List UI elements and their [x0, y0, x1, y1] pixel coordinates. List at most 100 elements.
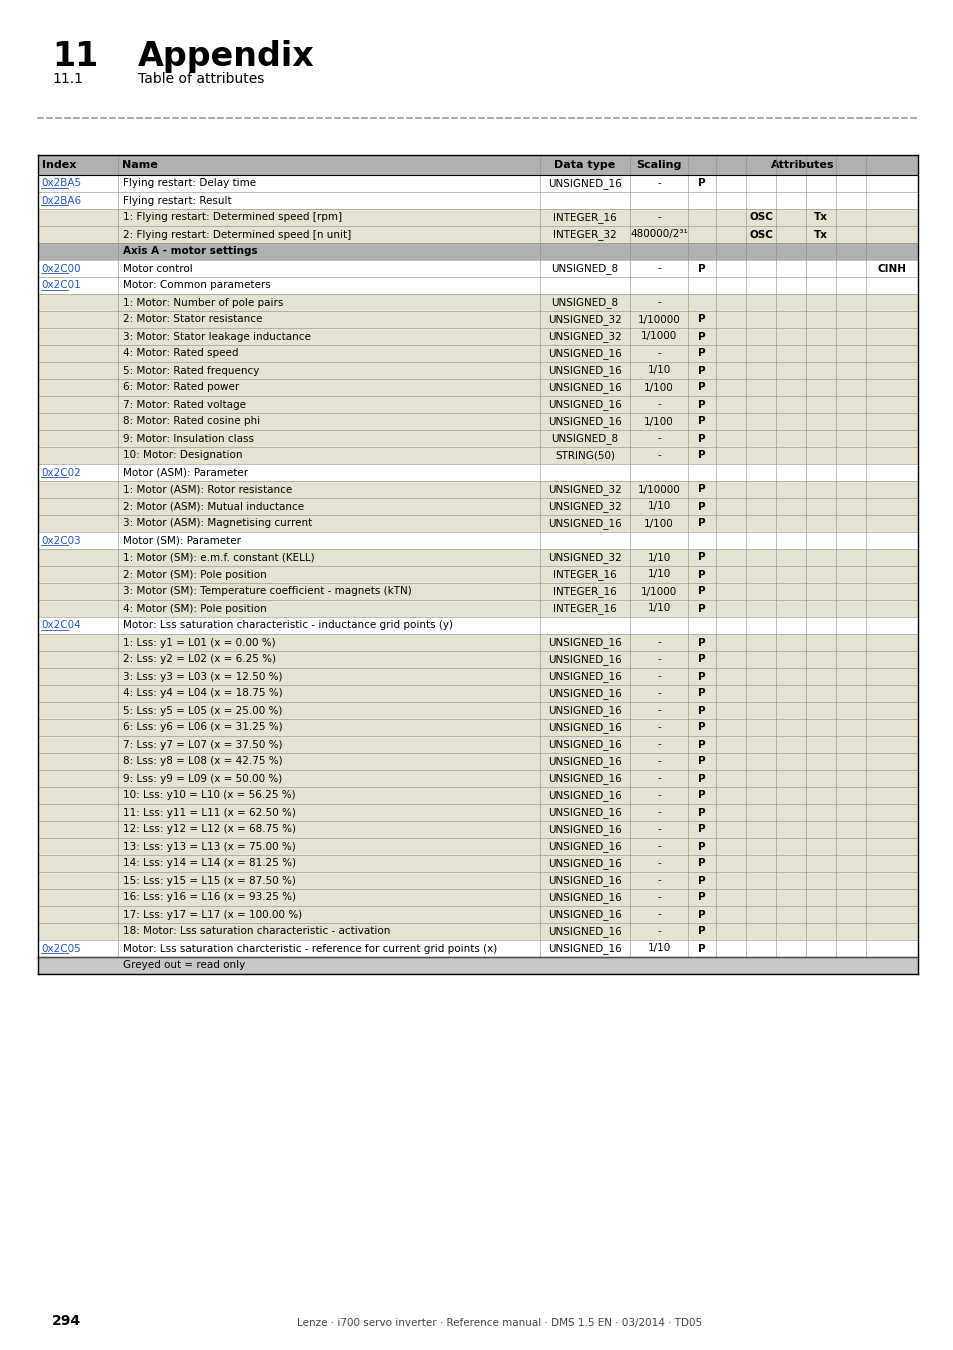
Text: 0x2C01: 0x2C01 [41, 281, 81, 290]
Text: 17: Lss: y17 = L17 (x = 100.00 %): 17: Lss: y17 = L17 (x = 100.00 %) [123, 910, 302, 919]
Text: -: - [657, 655, 660, 664]
Text: Motor control: Motor control [123, 263, 193, 274]
Text: 6: Motor: Rated power: 6: Motor: Rated power [123, 382, 239, 393]
Text: UNSIGNED_16: UNSIGNED_16 [548, 756, 621, 767]
Text: P: P [698, 315, 705, 324]
Text: 8: Lss: y8 = L08 (x = 42.75 %): 8: Lss: y8 = L08 (x = 42.75 %) [123, 756, 282, 767]
Text: -: - [657, 348, 660, 359]
Text: 4: Lss: y4 = L04 (x = 18.75 %): 4: Lss: y4 = L04 (x = 18.75 %) [123, 688, 282, 698]
Text: UNSIGNED_16: UNSIGNED_16 [548, 518, 621, 529]
Text: Table of attributes: Table of attributes [138, 72, 264, 86]
Text: -: - [657, 433, 660, 444]
Text: Scaling: Scaling [636, 161, 681, 170]
Text: 1/10000: 1/10000 [637, 315, 679, 324]
Text: P: P [698, 706, 705, 716]
Bar [38, 261, 917, 277]
Text: UNSIGNED_16: UNSIGNED_16 [548, 859, 621, 869]
Text: P: P [698, 417, 705, 427]
Text: UNSIGNED_16: UNSIGNED_16 [548, 944, 621, 954]
Text: Name: Name [122, 161, 157, 170]
Text: 1/1000: 1/1000 [640, 332, 677, 342]
Text: P: P [698, 774, 705, 783]
Text: P: P [698, 807, 705, 818]
Text: P: P [698, 859, 705, 868]
Text: 1: Lss: y1 = L01 (x = 0.00 %): 1: Lss: y1 = L01 (x = 0.00 %) [123, 637, 275, 648]
Text: -: - [657, 756, 660, 767]
Text: -: - [657, 212, 660, 223]
Text: P: P [698, 263, 705, 274]
Bar [38, 940, 917, 957]
Text: P: P [698, 655, 705, 664]
Text: P: P [698, 688, 705, 698]
Text: UNSIGNED_16: UNSIGNED_16 [548, 790, 621, 801]
Text: 6: Lss: y6 = L06 (x = 31.25 %): 6: Lss: y6 = L06 (x = 31.25 %) [123, 722, 282, 733]
Text: UNSIGNED_32: UNSIGNED_32 [548, 315, 621, 325]
Text: 1/1000: 1/1000 [640, 586, 677, 597]
Text: -: - [657, 859, 660, 868]
Text: P: P [698, 756, 705, 767]
Bar [38, 872, 917, 890]
Text: 0x2BA5: 0x2BA5 [41, 178, 81, 189]
Text: Axis A - motor settings: Axis A - motor settings [123, 247, 257, 256]
Text: OSC: OSC [748, 212, 772, 223]
Text: 5: Motor: Rated frequency: 5: Motor: Rated frequency [123, 366, 259, 375]
Bar [38, 514, 917, 532]
Text: Attributes: Attributes [770, 161, 834, 170]
Text: UNSIGNED_32: UNSIGNED_32 [548, 501, 621, 512]
Text: 1/100: 1/100 [643, 417, 673, 427]
Text: Index: Index [42, 161, 76, 170]
Text: UNSIGNED_16: UNSIGNED_16 [548, 705, 621, 716]
Text: Motor: Lss saturation characteristic - inductance grid points (y): Motor: Lss saturation characteristic - i… [123, 621, 453, 630]
Text: 1/100: 1/100 [643, 382, 673, 393]
Text: 0x2C00: 0x2C00 [41, 263, 81, 274]
Bar [38, 413, 917, 431]
Text: Flying restart: Delay time: Flying restart: Delay time [123, 178, 255, 189]
Text: 8: Motor: Rated cosine phi: 8: Motor: Rated cosine phi [123, 417, 260, 427]
Text: -: - [657, 807, 660, 818]
Bar [38, 464, 917, 481]
Text: 14: Lss: y14 = L14 (x = 81.25 %): 14: Lss: y14 = L14 (x = 81.25 %) [123, 859, 295, 868]
Text: P: P [698, 876, 705, 886]
Bar [38, 549, 917, 566]
Text: P: P [698, 825, 705, 834]
Text: UNSIGNED_16: UNSIGNED_16 [548, 671, 621, 682]
Text: P: P [698, 791, 705, 801]
Text: UNSIGNED_16: UNSIGNED_16 [548, 926, 621, 937]
Text: UNSIGNED_16: UNSIGNED_16 [548, 637, 621, 648]
Text: UNSIGNED_16: UNSIGNED_16 [548, 382, 621, 393]
Bar [38, 379, 917, 396]
Bar [38, 277, 917, 294]
Text: UNSIGNED_8: UNSIGNED_8 [551, 433, 618, 444]
Bar [38, 328, 917, 346]
Text: 0x2C05: 0x2C05 [41, 944, 81, 953]
Text: P: P [698, 944, 705, 953]
Text: -: - [657, 740, 660, 749]
Text: -: - [657, 926, 660, 937]
Text: Lenze · i700 servo inverter · Reference manual · DMS 1.5 EN · 03/2014 · TD05: Lenze · i700 servo inverter · Reference … [297, 1318, 701, 1328]
Text: UNSIGNED_16: UNSIGNED_16 [548, 738, 621, 751]
Text: UNSIGNED_16: UNSIGNED_16 [548, 909, 621, 919]
Text: UNSIGNED_16: UNSIGNED_16 [548, 722, 621, 733]
Text: 1: Motor (ASM): Rotor resistance: 1: Motor (ASM): Rotor resistance [123, 485, 292, 494]
Bar [38, 583, 917, 599]
Text: 3: Motor: Stator leakage inductance: 3: Motor: Stator leakage inductance [123, 332, 311, 342]
Text: Motor (SM): Parameter: Motor (SM): Parameter [123, 536, 241, 545]
Text: 2: Lss: y2 = L02 (x = 6.25 %): 2: Lss: y2 = L02 (x = 6.25 %) [123, 655, 275, 664]
Bar [38, 923, 917, 940]
Bar [38, 192, 917, 209]
Text: UNSIGNED_16: UNSIGNED_16 [548, 875, 621, 886]
Bar [38, 855, 917, 872]
Text: UNSIGNED_16: UNSIGNED_16 [548, 892, 621, 903]
Bar [38, 225, 917, 243]
Bar [38, 753, 917, 769]
Text: P: P [698, 348, 705, 359]
Bar [38, 532, 917, 549]
Bar [38, 702, 917, 720]
Text: UNSIGNED_16: UNSIGNED_16 [548, 688, 621, 699]
Text: -: - [657, 722, 660, 733]
Text: 1/10: 1/10 [647, 552, 670, 563]
Text: UNSIGNED_32: UNSIGNED_32 [548, 552, 621, 563]
Text: P: P [698, 382, 705, 393]
Text: Appendix: Appendix [138, 40, 314, 73]
Text: -: - [657, 688, 660, 698]
